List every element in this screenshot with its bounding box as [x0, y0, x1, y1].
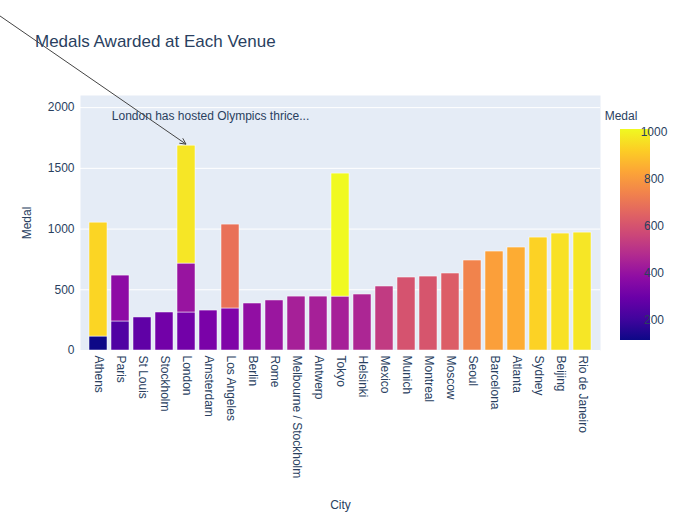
svg-text:London: London: [180, 356, 194, 396]
svg-text:Helsinki: Helsinki: [356, 356, 370, 398]
svg-text:1000: 1000: [48, 222, 75, 236]
svg-text:Melbourne / Stockholm: Melbourne / Stockholm: [290, 356, 304, 479]
svg-text:500: 500: [54, 283, 74, 297]
svg-text:200: 200: [644, 313, 664, 327]
svg-text:Paris: Paris: [114, 356, 128, 383]
svg-text:Sydney: Sydney: [532, 356, 546, 396]
svg-text:Rio de Janeiro: Rio de Janeiro: [576, 356, 590, 434]
svg-text:Moscow: Moscow: [444, 356, 458, 400]
svg-text:600: 600: [644, 219, 664, 233]
svg-text:400: 400: [644, 266, 664, 280]
svg-text:City: City: [330, 498, 351, 512]
svg-text:Barcelona: Barcelona: [488, 356, 502, 410]
svg-text:800: 800: [644, 172, 664, 186]
svg-text:Montreal: Montreal: [422, 356, 436, 403]
svg-text:Seoul: Seoul: [466, 356, 480, 387]
svg-text:1500: 1500: [48, 161, 75, 175]
svg-text:Berlin: Berlin: [246, 356, 260, 387]
svg-text:London has hosted Olympics thr: London has hosted Olympics thrice...: [112, 109, 309, 123]
svg-text:1000: 1000: [641, 125, 668, 139]
svg-text:Tokyo: Tokyo: [334, 356, 348, 388]
svg-text:St Louis: St Louis: [136, 356, 150, 399]
svg-text:2000: 2000: [48, 100, 75, 114]
svg-text:Beijing: Beijing: [554, 356, 568, 392]
svg-text:0: 0: [68, 343, 75, 357]
svg-text:Medal: Medal: [605, 109, 638, 123]
svg-text:Los Angeles: Los Angeles: [224, 356, 238, 421]
html-text:Medals Awarded at Each Venue: Medals Awarded at Each Venue: [35, 32, 276, 51]
svg-text:Rome: Rome: [268, 356, 282, 388]
svg-text:Munich: Munich: [400, 356, 414, 395]
svg-text:Stockholm: Stockholm: [158, 356, 172, 412]
svg-text:Amsterdam: Amsterdam: [202, 356, 216, 417]
svg-text:Athens: Athens: [92, 356, 106, 393]
svg-text:Atlanta: Atlanta: [510, 356, 524, 394]
svg-text:Mexico: Mexico: [378, 356, 392, 394]
svg-text:Medal: Medal: [20, 207, 34, 240]
svg-text:Antwerp: Antwerp: [312, 356, 326, 400]
